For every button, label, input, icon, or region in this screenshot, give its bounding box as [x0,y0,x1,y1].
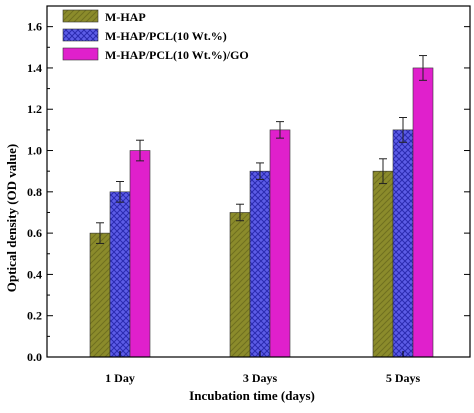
legend-label-2: M-HAP/PCL(10 Wt.%) [105,29,227,43]
y-tick-label: 0.8 [27,185,42,199]
bar-3-2 [269,129,291,358]
y-tick-label: 1.2 [27,102,42,116]
bar-1-3 [372,170,394,358]
plot-frame [46,5,471,358]
bar-1-1 [89,232,111,358]
legend-swatch-3 [62,47,99,61]
x-tick-label: 3 Days [243,371,278,385]
y-tick-label: 0.6 [27,226,42,240]
x-tick-label: 5 Days [386,371,421,385]
plot-area [89,55,434,358]
x-tick-label: 1 Day [105,371,135,385]
y-tick-label: 1.4 [27,61,42,75]
legend: M-HAP M-HAP/PCL(10 Wt.%) M-HAP/PCL(10 Wt.%… [62,9,249,62]
bar-2-1 [109,191,131,358]
bar-2-3 [392,129,414,358]
x-axis-title: Incubation time (days) [189,388,315,403]
y-tick-label: 0.0 [27,350,42,364]
legend-swatch-2 [62,28,99,42]
bar-3-1 [129,150,151,358]
axes: 0.0 0.2 0.4 0.6 0.8 1.0 1.2 1.4 1.6 1 Day 3 Days 5 … [27,5,471,385]
legend-label-3: M-HAP/PCL(10 Wt.%)/GO [105,48,249,62]
y-tick-label: 1.0 [27,144,42,158]
bar-3-3 [412,67,434,358]
bar-2-2 [249,170,271,358]
legend-swatch-1 [62,9,99,23]
y-tick-label: 1.6 [27,20,42,34]
legend-label-1: M-HAP [105,10,146,24]
y-axis-title: Optical density (OD value) [4,144,19,292]
y-tick-label: 0.4 [27,267,42,281]
y-tick-label: 0.2 [27,309,42,323]
bar-1-2 [229,212,251,358]
